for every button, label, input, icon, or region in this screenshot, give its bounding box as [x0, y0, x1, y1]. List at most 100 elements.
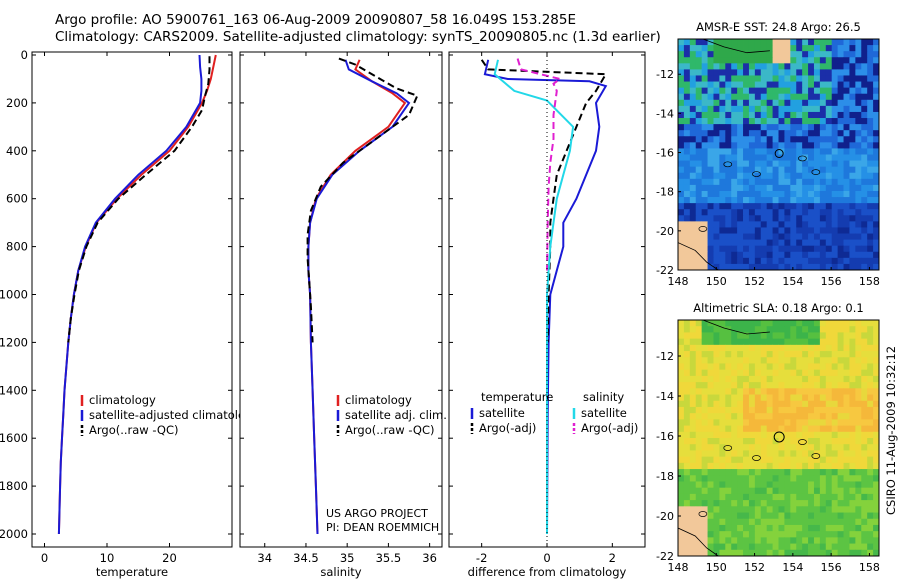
- map-cell: [725, 227, 732, 234]
- map-cell: [766, 394, 773, 402]
- map-cell: [683, 221, 691, 228]
- map-cell: [772, 388, 779, 395]
- map-cell: [819, 444, 827, 451]
- map-cell: [731, 493, 738, 501]
- map-cell: [796, 69, 803, 76]
- map-cell: [784, 57, 791, 64]
- map-cell: [754, 382, 762, 389]
- map-cell: [819, 469, 827, 476]
- map-cell: [731, 190, 738, 198]
- map-cell: [760, 111, 768, 119]
- map-cell: [689, 406, 697, 414]
- map-cell: [778, 549, 785, 556]
- map-cell: [778, 506, 785, 513]
- legend-label: climatology: [89, 393, 156, 407]
- map-cell: [678, 518, 685, 526]
- map-cell: [695, 148, 703, 155]
- map-cell: [784, 118, 791, 125]
- map-cell: [772, 63, 779, 70]
- map-cell: [796, 524, 803, 532]
- map-cell: [855, 239, 862, 247]
- map-cell: [867, 45, 874, 52]
- map-cell: [861, 456, 868, 464]
- map-cell: [748, 326, 756, 333]
- map-cell: [831, 221, 839, 228]
- map-cell: [819, 105, 827, 113]
- map-cell: [837, 81, 844, 89]
- map-cell: [831, 39, 839, 46]
- map-cell: [825, 263, 833, 270]
- map-cell: [678, 172, 685, 180]
- map-cell: [825, 99, 833, 107]
- map-cell: [778, 406, 785, 414]
- map-cell: [855, 382, 862, 389]
- map-cell: [843, 203, 850, 210]
- map-cell: [695, 111, 703, 119]
- map-cell: [784, 382, 791, 389]
- map-cell: [808, 518, 815, 526]
- map-cell: [790, 142, 797, 149]
- map-cell: [707, 481, 714, 489]
- map-cell: [713, 487, 720, 495]
- map-cell: [849, 111, 856, 119]
- map-cell: [837, 537, 844, 544]
- map-cell: [873, 130, 879, 137]
- map-cell: [719, 487, 726, 495]
- map-cell: [678, 221, 685, 228]
- map-cell: [873, 81, 879, 89]
- map-cell: [861, 178, 868, 186]
- map-cell: [784, 105, 791, 113]
- map-cell: [849, 382, 856, 389]
- map-cell: [678, 99, 685, 107]
- map-cell: [849, 69, 856, 76]
- map-cell: [683, 487, 691, 495]
- map-cell: [843, 81, 850, 89]
- map-cell: [766, 326, 773, 333]
- map-cell: [843, 75, 850, 82]
- map-cell: [754, 178, 762, 186]
- y-tick-label: 1600: [0, 431, 28, 445]
- map-cell: [695, 506, 703, 513]
- map-cell: [748, 413, 756, 420]
- map-cell: [837, 209, 844, 216]
- map-cell: [748, 166, 756, 174]
- map-cell: [837, 75, 844, 82]
- map-cell: [802, 375, 809, 383]
- map-cell: [707, 506, 714, 513]
- map-cell: [825, 400, 833, 408]
- map-cell: [837, 118, 844, 125]
- map-cell: [707, 425, 714, 433]
- map-cell: [837, 394, 844, 402]
- map-cell: [743, 203, 750, 210]
- map-cell: [837, 512, 844, 520]
- map-cell: [778, 215, 785, 222]
- map-cell: [731, 184, 738, 192]
- map-cell: [813, 500, 821, 507]
- map-cell: [707, 419, 714, 426]
- map-cell: [849, 130, 856, 137]
- map-cell: [837, 344, 844, 352]
- map-cell: [737, 142, 744, 149]
- map-cell: [713, 257, 720, 265]
- map-cell: [831, 69, 839, 76]
- map-cell: [855, 406, 862, 414]
- map-cell: [867, 419, 874, 426]
- map-cell: [695, 203, 703, 210]
- map-cell: [678, 382, 685, 389]
- map-cell: [754, 518, 762, 526]
- map-cell: [843, 357, 850, 364]
- map-cell: [778, 166, 785, 174]
- map-cell: [689, 419, 697, 426]
- map-cell: [713, 388, 720, 395]
- map-cell: [678, 215, 685, 222]
- map-cell: [825, 369, 833, 377]
- map-cell: [689, 51, 697, 58]
- map-cell: [855, 462, 862, 470]
- map-cell: [689, 500, 697, 507]
- map-cell: [719, 93, 726, 101]
- map-cell: [731, 263, 738, 270]
- map-cell: [819, 394, 827, 402]
- map-cell: [831, 320, 839, 327]
- map-cell: [731, 142, 738, 149]
- map-cell: [819, 203, 827, 210]
